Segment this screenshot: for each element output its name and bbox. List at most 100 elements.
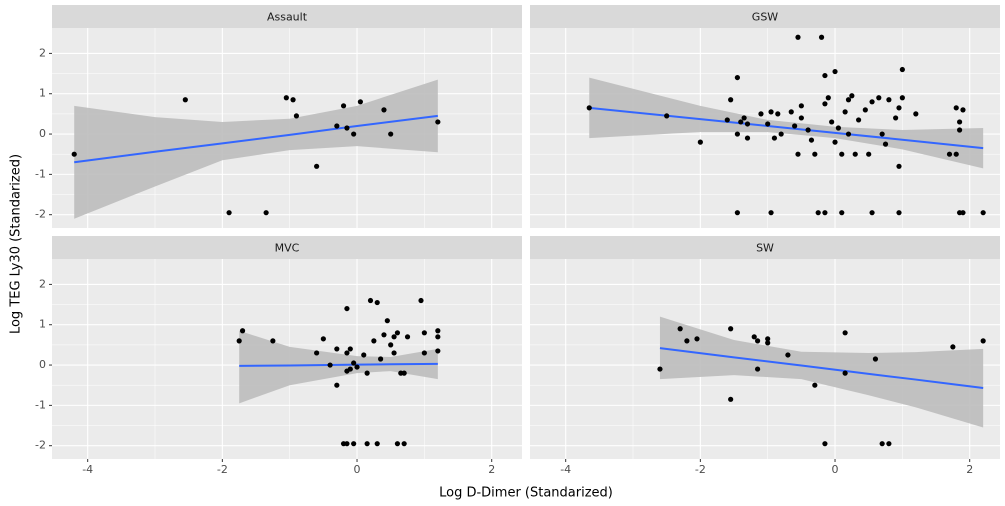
- point: [886, 441, 892, 447]
- point: [270, 338, 276, 344]
- point: [818, 34, 825, 40]
- y-tick-label: 1: [39, 318, 46, 331]
- point: [320, 336, 326, 342]
- point: [657, 366, 663, 372]
- point: [980, 338, 986, 344]
- point: [808, 137, 815, 143]
- point: [765, 336, 771, 342]
- point: [728, 396, 734, 402]
- point: [946, 151, 953, 157]
- point: [869, 99, 875, 105]
- point: [239, 328, 246, 334]
- point: [758, 111, 764, 117]
- point: [778, 131, 784, 137]
- point: [822, 210, 828, 216]
- point: [829, 119, 835, 125]
- point: [418, 297, 424, 304]
- point: [896, 105, 902, 111]
- point: [855, 117, 862, 123]
- point: [334, 382, 340, 388]
- point: [876, 95, 882, 101]
- regression-line: [589, 106, 984, 150]
- point: [744, 135, 751, 141]
- x-tick-label: 0: [354, 463, 361, 476]
- point: [896, 210, 902, 216]
- y-axis-label: Log TEG Ly30 (Standarized): [9, 154, 24, 334]
- point: [812, 382, 818, 388]
- point: [849, 93, 855, 99]
- point: [384, 318, 390, 324]
- point: [357, 99, 363, 105]
- y-tick-label: 0: [39, 127, 46, 140]
- point: [842, 370, 848, 376]
- x-axis-label: Log D-Dimer (Standarized): [439, 486, 613, 501]
- point: [351, 360, 357, 366]
- point: [327, 362, 333, 368]
- point: [290, 97, 296, 103]
- point: [765, 340, 771, 346]
- point: [734, 210, 740, 216]
- point: [956, 127, 963, 133]
- x-tick-label: -2: [217, 463, 228, 476]
- point: [765, 121, 771, 127]
- point: [845, 131, 852, 137]
- point: [435, 348, 441, 354]
- point: [866, 151, 872, 157]
- point: [882, 141, 889, 147]
- point: [842, 330, 848, 336]
- point: [391, 334, 397, 340]
- point: [728, 326, 734, 332]
- point: [879, 131, 885, 137]
- y-tick-label: 1: [39, 87, 46, 100]
- x-tick-label: 2: [488, 463, 495, 476]
- point: [788, 109, 794, 115]
- point: [664, 113, 670, 119]
- point: [785, 352, 791, 358]
- point: [879, 441, 885, 447]
- point: [862, 107, 868, 113]
- point: [845, 97, 852, 103]
- regression-line: [659, 347, 984, 390]
- point: [334, 123, 340, 129]
- point: [896, 163, 902, 169]
- point: [913, 111, 919, 117]
- point: [586, 105, 592, 111]
- point: [872, 356, 879, 362]
- point: [182, 97, 188, 103]
- point: [334, 346, 340, 352]
- point: [734, 131, 740, 137]
- strip: [52, 236, 522, 259]
- point: [677, 326, 683, 332]
- point: [795, 34, 801, 40]
- panel-title: Assault: [267, 11, 308, 24]
- point: [980, 210, 986, 216]
- point: [825, 95, 831, 101]
- panel-title: GSW: [752, 11, 779, 24]
- confidence-band: [659, 316, 984, 428]
- point: [798, 115, 804, 121]
- point: [738, 119, 744, 125]
- point: [388, 131, 394, 137]
- point: [741, 115, 747, 121]
- point: [391, 350, 397, 356]
- point: [899, 95, 905, 101]
- strip: [52, 5, 522, 28]
- point: [344, 441, 350, 447]
- x-tick-label: -4: [82, 463, 93, 476]
- point: [435, 119, 441, 125]
- point: [374, 299, 380, 306]
- panel-title: MVC: [275, 242, 300, 255]
- point: [768, 109, 774, 115]
- x-tick-label: -2: [695, 463, 706, 476]
- point: [435, 328, 441, 334]
- point: [381, 332, 387, 338]
- point: [374, 441, 380, 447]
- panel-title: SW: [756, 242, 774, 255]
- point: [236, 338, 242, 344]
- point: [684, 338, 690, 344]
- point: [950, 344, 956, 350]
- point: [798, 103, 804, 109]
- y-tick-label: 2: [39, 46, 46, 59]
- y-tick-label: -1: [35, 167, 46, 180]
- point: [394, 441, 401, 447]
